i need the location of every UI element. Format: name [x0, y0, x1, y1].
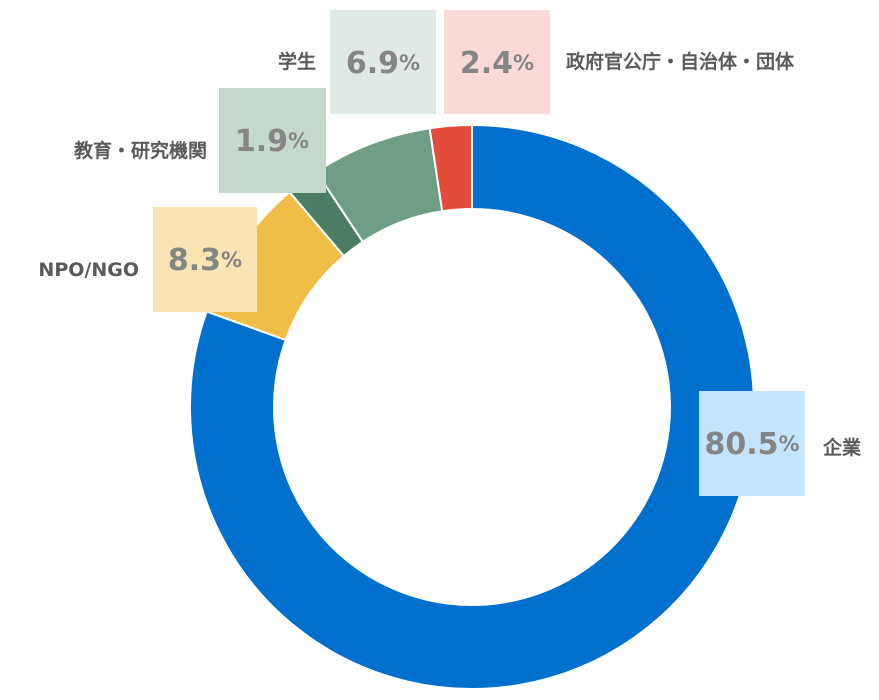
value-label-education-research: 1.9%: [235, 124, 309, 159]
category-label-student: 学生: [278, 50, 316, 73]
value-label-government: 2.4%: [460, 46, 534, 81]
category-label-education-research: 教育・研究機関: [74, 139, 207, 162]
value-label-npo-ngo: 8.3%: [168, 243, 242, 278]
value-label-student: 6.9%: [346, 46, 420, 81]
value-box-education-research: [219, 88, 326, 193]
value-label-kigyo: 80.5%: [704, 427, 799, 462]
slice-government: [428, 123, 473, 213]
value-box-npo-ngo: [153, 207, 257, 312]
category-label-government: 政府官公庁・自治体・団体: [566, 50, 795, 73]
category-label-npo-ngo: NPO/NGO: [38, 259, 139, 281]
value-box-student: [330, 10, 436, 114]
category-label-kigyo: 企業: [822, 436, 862, 459]
value-box-kigyo: [699, 391, 805, 496]
value-box-government: [444, 10, 550, 114]
